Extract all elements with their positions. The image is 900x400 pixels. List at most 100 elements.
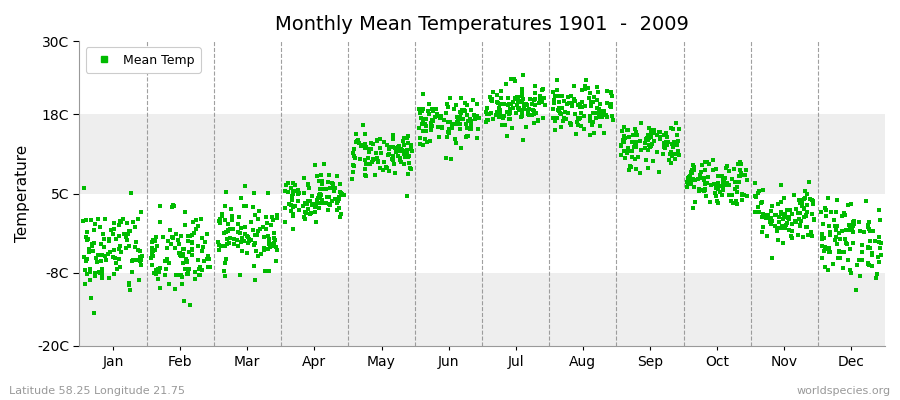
Point (319, 186, 333, 192)
Point (527, 108, 542, 114)
Point (248, 232, 262, 238)
Point (99, 257, 113, 264)
Point (484, 98, 499, 104)
Point (748, 208, 762, 215)
Point (220, 228, 235, 234)
Point (239, 250, 254, 256)
Point (514, 98, 528, 105)
Point (449, 121, 464, 127)
Point (400, 146, 414, 153)
Point (212, 218, 226, 225)
Point (297, 214, 311, 220)
Point (573, 101, 588, 108)
Point (639, 136, 653, 142)
Point (508, 96, 522, 102)
Point (241, 236, 256, 242)
Point (118, 234, 132, 240)
Point (461, 133, 475, 140)
Point (873, 245, 887, 251)
Point (750, 193, 764, 200)
Point (508, 95, 522, 101)
Point (135, 253, 149, 260)
Point (710, 180, 724, 186)
Point (516, 137, 530, 144)
Point (873, 216, 887, 223)
Point (798, 195, 813, 202)
Point (752, 209, 766, 215)
Point (163, 227, 177, 234)
Point (637, 140, 652, 146)
Point (175, 281, 189, 287)
Point (286, 188, 301, 194)
Point (315, 196, 329, 203)
Point (220, 221, 235, 227)
Point (454, 126, 468, 132)
Point (380, 165, 394, 172)
Point (218, 203, 232, 209)
Point (660, 142, 674, 148)
Point (80, 229, 94, 235)
Point (278, 219, 293, 225)
Point (391, 153, 405, 159)
Point (815, 221, 830, 227)
Point (497, 113, 511, 119)
Point (332, 196, 347, 202)
Point (184, 232, 199, 238)
Point (628, 144, 643, 150)
Point (552, 108, 566, 114)
Point (86, 240, 101, 247)
Point (798, 213, 813, 219)
Point (230, 237, 244, 243)
Point (386, 132, 400, 138)
Point (404, 148, 419, 154)
Point (424, 123, 438, 130)
Point (706, 167, 720, 173)
Point (562, 94, 576, 100)
Point (836, 210, 850, 217)
Point (584, 120, 598, 127)
Point (569, 131, 583, 137)
Point (259, 214, 274, 220)
Point (78, 258, 93, 265)
Point (594, 111, 608, 117)
Point (219, 260, 233, 266)
Point (392, 145, 406, 151)
Point (832, 249, 846, 255)
Point (621, 147, 635, 153)
Point (177, 266, 192, 272)
Point (492, 101, 507, 108)
Point (645, 127, 660, 133)
Point (614, 151, 628, 158)
Point (165, 234, 179, 240)
Point (493, 111, 508, 118)
Point (350, 138, 365, 144)
Point (262, 267, 276, 274)
Point (278, 205, 293, 211)
Point (496, 115, 510, 121)
Point (730, 201, 744, 208)
Point (346, 176, 360, 182)
Point (577, 113, 591, 119)
Point (450, 114, 464, 120)
Point (460, 133, 474, 139)
Point (122, 228, 137, 234)
Point (150, 276, 165, 282)
Point (461, 118, 475, 124)
Point (184, 239, 199, 245)
Point (479, 108, 493, 115)
Point (722, 168, 736, 175)
Point (312, 200, 327, 206)
Point (196, 244, 211, 251)
Point (865, 263, 879, 269)
Point (716, 178, 731, 185)
Point (79, 237, 94, 244)
Point (144, 255, 158, 262)
Point (87, 270, 102, 276)
Point (302, 180, 316, 187)
Text: Latitude 58.25 Longitude 21.75: Latitude 58.25 Longitude 21.75 (9, 386, 185, 396)
Point (536, 114, 550, 121)
Point (516, 93, 530, 100)
Point (839, 240, 853, 246)
Point (724, 198, 738, 204)
Point (850, 261, 864, 268)
